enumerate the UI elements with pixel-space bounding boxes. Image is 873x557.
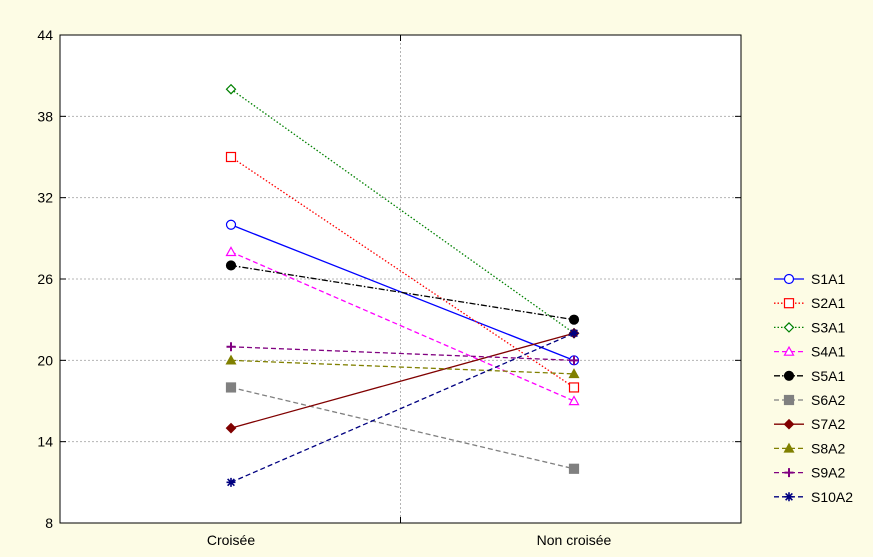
data-point [569, 328, 579, 338]
series-line [230, 332, 575, 429]
legend-label: S6A2 [811, 392, 845, 408]
x-tick-label: Non croisée [537, 532, 612, 548]
x-axis: Croisée Non croisée [207, 35, 612, 548]
series-S6A2 [225, 382, 580, 474]
legend-item: S7A2 [774, 416, 845, 432]
legend-marker [783, 418, 795, 430]
legend-item: S10A2 [774, 489, 853, 505]
x-tick-label: Croisée [207, 532, 255, 548]
series-line [230, 88, 575, 334]
legend-label: S5A1 [811, 368, 845, 384]
legend-label: S3A1 [811, 319, 845, 335]
data-point [225, 354, 237, 365]
data-point [226, 477, 236, 487]
series-group [225, 83, 580, 487]
series-S5A1 [225, 260, 580, 325]
data-point [568, 368, 580, 379]
series-S4A1 [225, 246, 580, 406]
data-point [568, 382, 580, 393]
legend: S1A1 S2A1 S3A1 S4A1 S5A1 S6A2 S7A2 S8A2 S9A2 S10A… [774, 271, 853, 505]
data-point [225, 83, 237, 95]
legend-marker [783, 345, 795, 356]
y-tick-label: 38 [37, 108, 53, 124]
legend-item: S1A1 [774, 271, 845, 287]
y-axis: 8 14 20 26 32 38 44 [37, 27, 741, 531]
legend-marker [784, 468, 794, 478]
data-point [225, 260, 237, 271]
data-point [225, 151, 237, 163]
legend-item: S2A1 [774, 295, 845, 311]
data-point [568, 395, 580, 406]
legend-label: S1A1 [811, 271, 845, 287]
legend-marker [783, 273, 795, 285]
legend-item: S4A1 [774, 344, 845, 360]
y-tick-label: 14 [37, 434, 53, 450]
y-tick-label: 44 [37, 27, 53, 43]
series-line [230, 251, 575, 402]
data-point [568, 463, 580, 474]
legend-marker [784, 492, 794, 502]
series-line [230, 346, 575, 361]
data-point [226, 342, 236, 352]
legend-item: S5A1 [774, 368, 845, 384]
data-point [225, 422, 237, 434]
legend-item: S3A1 [774, 319, 845, 335]
series-line [230, 359, 575, 375]
legend-item: S6A2 [774, 392, 845, 408]
legend-label: S2A1 [811, 295, 845, 311]
y-tick-label: 20 [37, 352, 53, 368]
data-point [225, 382, 237, 393]
series-S9A2 [226, 342, 579, 365]
legend-label: S7A2 [811, 416, 845, 432]
data-point [568, 314, 580, 325]
legend-marker [783, 370, 795, 381]
legend-label: S9A2 [811, 465, 845, 481]
legend-marker [783, 298, 795, 309]
legend-marker [783, 322, 795, 333]
legend-marker [783, 442, 795, 453]
data-point [569, 355, 579, 365]
y-tick-label: 26 [37, 271, 53, 287]
y-tick-label: 32 [37, 190, 53, 206]
series-S8A2 [225, 354, 580, 379]
legend-label: S8A2 [811, 440, 845, 456]
legend-item: S8A2 [774, 440, 845, 456]
data-point [225, 246, 237, 257]
data-point [225, 219, 237, 230]
legend-label: S10A2 [811, 489, 853, 505]
legend-marker [783, 394, 795, 406]
plot-frame [59, 34, 742, 524]
gridlines [60, 35, 741, 523]
series-line [230, 264, 575, 321]
y-tick-label: 8 [45, 515, 53, 531]
legend-label: S4A1 [811, 344, 845, 360]
series-S10A2 [226, 328, 579, 487]
series-line [230, 332, 575, 483]
legend-item: S9A2 [774, 465, 845, 481]
series-line [230, 386, 575, 470]
